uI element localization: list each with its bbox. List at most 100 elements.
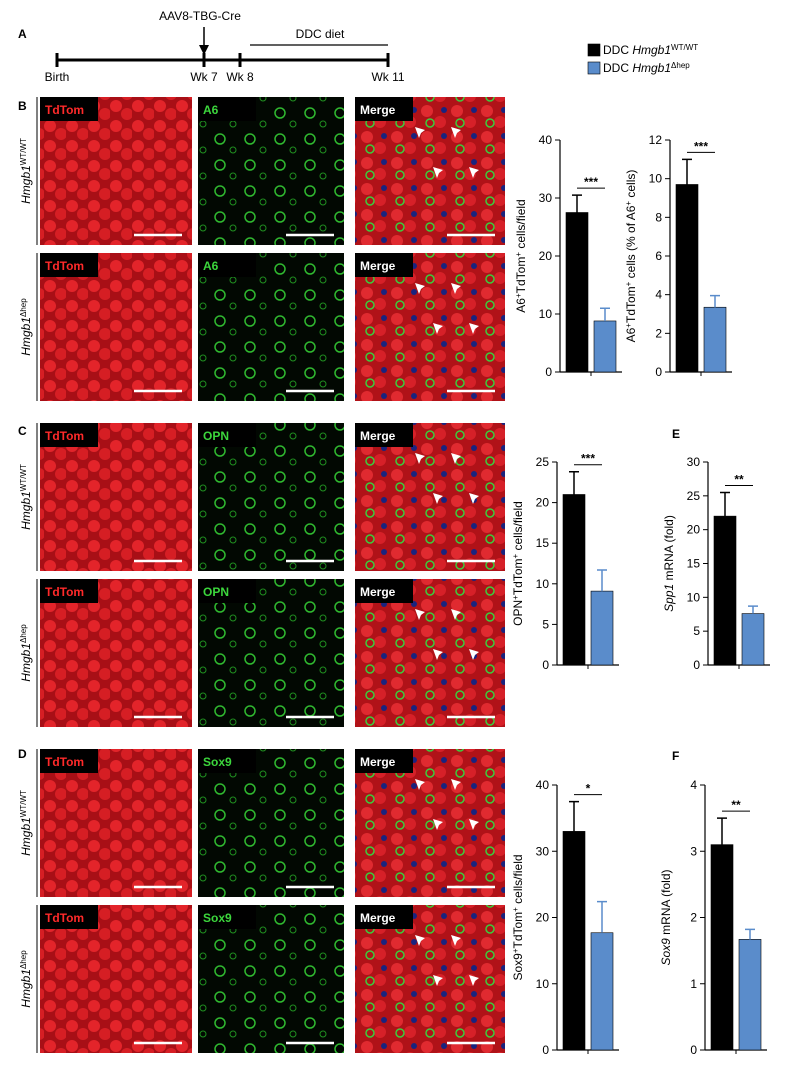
arrowhead [433, 649, 443, 660]
image-label-box [355, 253, 413, 277]
arrowhead [469, 493, 479, 504]
bar [741, 613, 765, 666]
text-part: Hmgb1 [19, 317, 33, 356]
micrograph [198, 579, 344, 727]
arrowhead [433, 819, 443, 830]
text-part: mRNA (fold) [662, 515, 676, 584]
image-label: Merge [360, 429, 396, 443]
error-bar [682, 158, 692, 185]
image-label: Merge [360, 259, 396, 273]
arrowhead [451, 453, 461, 464]
significance: *** [694, 139, 708, 153]
image-label-box [40, 423, 98, 447]
micrograph [355, 579, 505, 727]
y-axis-label: A6+TdTom+ cells (% of A6+ cells) [624, 170, 639, 343]
text-part: + [511, 948, 520, 953]
y-tick-label: 30 [536, 844, 550, 858]
arrowhead [451, 283, 461, 294]
error-bar [569, 470, 579, 495]
bar [593, 320, 617, 373]
timeline-label: Wk 8 [226, 70, 254, 84]
y-tick-label: 40 [536, 778, 550, 792]
injection-label: AAV8-TBG-Cre [159, 9, 241, 23]
arrowhead [415, 453, 425, 464]
genotype-label: Hmgb1Δhep [19, 624, 34, 682]
image-label: Merge [360, 585, 396, 599]
y-tick-label: 10 [536, 577, 550, 591]
image-label-box [355, 97, 413, 121]
arrowhead [451, 127, 461, 138]
micrograph [40, 253, 192, 401]
genotype-label: Hmgb1WT/WT [19, 790, 34, 856]
y-tick-label: 25 [687, 489, 701, 503]
text-part: + [624, 281, 633, 286]
text-part: cells (% of A6 [624, 205, 638, 281]
text-part: Hmgb1 [19, 491, 33, 530]
arrowhead [469, 323, 479, 334]
image-label-box [355, 749, 413, 773]
timeline-label: Wk 11 [371, 70, 404, 84]
image-label-box [355, 905, 413, 929]
text-part: Δhep [19, 298, 28, 317]
image-label: TdTom [45, 103, 84, 117]
error-bar [745, 928, 755, 940]
text-part: cells) [624, 170, 638, 201]
text-part: Spp1 [662, 584, 676, 612]
error-bar [720, 491, 730, 517]
image-label-box [40, 253, 98, 277]
image-label: Sox9 [203, 911, 232, 925]
error-bar [569, 800, 579, 832]
text-part: Sox9 [659, 938, 673, 966]
y-tick-label: 2 [655, 326, 662, 340]
micrograph [198, 905, 344, 1053]
micrograph [40, 423, 192, 571]
y-axis-label: Spp1 mRNA (fold) [662, 515, 676, 612]
timeline-label: Birth [45, 70, 70, 84]
y-tick-label: 5 [693, 624, 700, 638]
text-part: DDC [603, 43, 632, 57]
text-part: Δhep [671, 61, 690, 70]
micrograph [40, 905, 192, 1053]
image-label: OPN [203, 429, 229, 443]
y-tick-label: 4 [690, 778, 697, 792]
bar [710, 844, 734, 1051]
error-bar [600, 307, 610, 321]
genotype-label: Hmgb1Δhep [19, 950, 34, 1008]
y-tick-label: 10 [539, 307, 553, 321]
genotype-label: Hmgb1Δhep [19, 298, 34, 356]
significance: ** [731, 798, 741, 812]
y-tick-label: 6 [655, 249, 662, 263]
arrowhead [469, 975, 479, 986]
text-part: WT/WT [19, 138, 28, 165]
y-axis-label: Sox9+TdTom+ cells/field [511, 854, 526, 980]
image-label: A6 [203, 103, 219, 117]
legend-label: DDC Hmgb1Δhep [603, 61, 690, 76]
text-part: + [514, 293, 523, 298]
panel-letter: D [18, 747, 27, 761]
bar [738, 939, 762, 1051]
panel-letter: C [18, 424, 27, 438]
image-label: Merge [360, 103, 396, 117]
image-label-box [198, 579, 256, 603]
significance: ** [734, 472, 744, 486]
arrow-head [199, 45, 209, 55]
arrowhead [451, 935, 461, 946]
micrograph [198, 97, 344, 245]
text-part: cells/field [514, 199, 528, 252]
text-part: A6 [624, 327, 638, 342]
image-label-box [355, 579, 413, 603]
y-tick-label: 0 [545, 365, 552, 379]
bar [562, 831, 586, 1051]
text-part: cells/field [511, 854, 525, 907]
y-tick-label: 0 [690, 1043, 697, 1057]
image-label-box [40, 749, 98, 773]
image-label: OPN [203, 585, 229, 599]
y-tick-label: 0 [542, 658, 549, 672]
arrowhead [433, 975, 443, 986]
y-tick-label: 10 [649, 172, 663, 186]
image-label: Sox9 [203, 755, 232, 769]
text-part: DDC [603, 61, 632, 75]
significance: *** [584, 175, 598, 189]
micrograph [40, 97, 192, 245]
arrowhead [451, 779, 461, 790]
